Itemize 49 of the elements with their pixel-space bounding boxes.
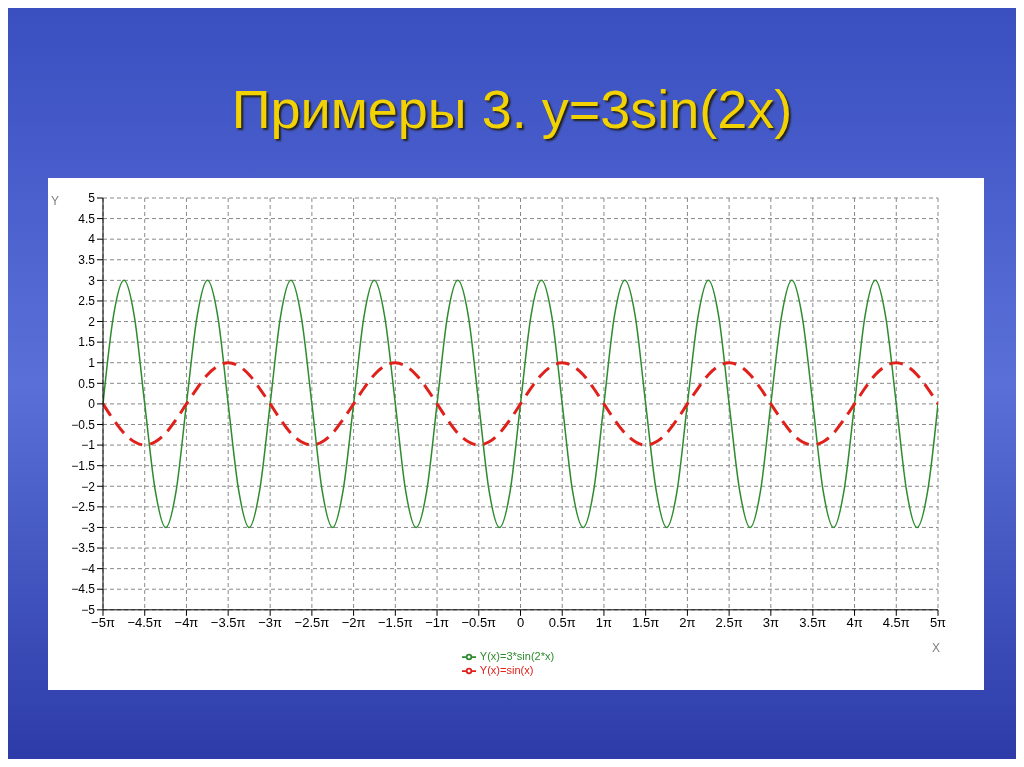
x-tick-label: 4.5π bbox=[882, 615, 910, 631]
x-tick-label: −2.5π bbox=[294, 615, 330, 631]
x-tick-label: 5π bbox=[929, 615, 947, 631]
y-tick-label: −3 bbox=[81, 520, 96, 535]
y-tick-label: 2.5 bbox=[78, 294, 96, 309]
x-tick-label: −0.5π bbox=[461, 615, 497, 631]
y-tick-label: −3.5 bbox=[71, 541, 96, 556]
y-tick-label: 4 bbox=[88, 232, 96, 247]
x-tick-label: 4π bbox=[846, 615, 863, 631]
line-series bbox=[103, 279, 938, 529]
y-tick-label: 3.5 bbox=[78, 253, 96, 268]
y-tick-label: −1.5 bbox=[71, 458, 96, 473]
x-tick-label: 3π bbox=[762, 615, 779, 631]
x-tick-label: 2π bbox=[679, 615, 696, 631]
y-tick-label: 5 bbox=[88, 191, 96, 206]
x-tick-label: 0.5π bbox=[548, 615, 576, 631]
x-tick-label: 1π bbox=[595, 615, 613, 631]
x-tick-label: −1π bbox=[425, 615, 449, 631]
x-tick-label: 3.5π bbox=[799, 615, 827, 631]
legend-label: Y(x)=3*sin(2*x) bbox=[479, 649, 555, 662]
y-tick-label: 0.5 bbox=[78, 376, 96, 391]
x-tick-label: −1.5π bbox=[378, 615, 413, 631]
line-series bbox=[103, 361, 938, 447]
x-tick-label: −4.5π bbox=[127, 615, 163, 631]
x-tick-label: −4π bbox=[174, 615, 199, 631]
chart-title: Примеры 3. y=3sin(2x) bbox=[230, 78, 794, 141]
y-tick-label: 3 bbox=[88, 273, 96, 288]
y-tick-label: −5 bbox=[81, 603, 96, 618]
y-tick-label: −2.5 bbox=[71, 500, 96, 515]
y-tick-label: 4.5 bbox=[78, 211, 96, 226]
y-tick-label: −1 bbox=[81, 438, 96, 453]
x-tick-label: −2π bbox=[341, 615, 366, 631]
x-tick-label: 2.5π bbox=[715, 615, 743, 631]
y-tick-label: −4 bbox=[81, 561, 96, 576]
y-tick-label: −2 bbox=[81, 479, 96, 494]
y-tick-label: 1 bbox=[88, 355, 96, 370]
legend-label: Y(x)=sin(x) bbox=[479, 663, 534, 676]
y-axis-title: Y bbox=[51, 193, 60, 208]
y-tick-label: 0 bbox=[88, 397, 96, 412]
x-tick-label: −3.5π bbox=[210, 615, 246, 631]
x-tick-label: 0 bbox=[516, 615, 525, 631]
x-tick-label: −3π bbox=[258, 615, 283, 631]
y-tick-label: −0.5 bbox=[71, 417, 96, 432]
y-tick-label: −4.5 bbox=[71, 582, 96, 597]
y-tick-label: 2 bbox=[88, 314, 96, 329]
x-tick-label: 1.5π bbox=[632, 615, 660, 631]
x-axis-title: X bbox=[931, 640, 940, 655]
y-tick-label: 1.5 bbox=[78, 335, 96, 350]
x-tick-label: −5π bbox=[91, 615, 115, 631]
